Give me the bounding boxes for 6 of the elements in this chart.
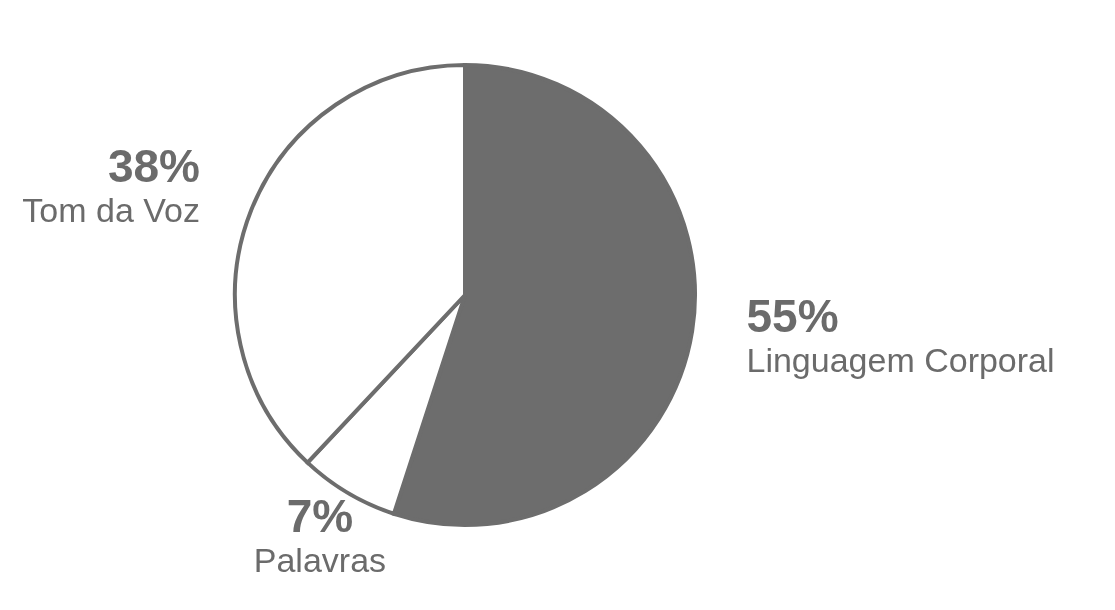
data-label: 38% [107, 140, 201, 193]
slice-label: Palavras [253, 541, 387, 580]
data-label: 55% [746, 289, 839, 342]
data-label: 7% [286, 490, 354, 543]
slice-label: Linguagem Corporal [746, 340, 1055, 379]
slice-label: Tom da Voz [22, 191, 201, 230]
